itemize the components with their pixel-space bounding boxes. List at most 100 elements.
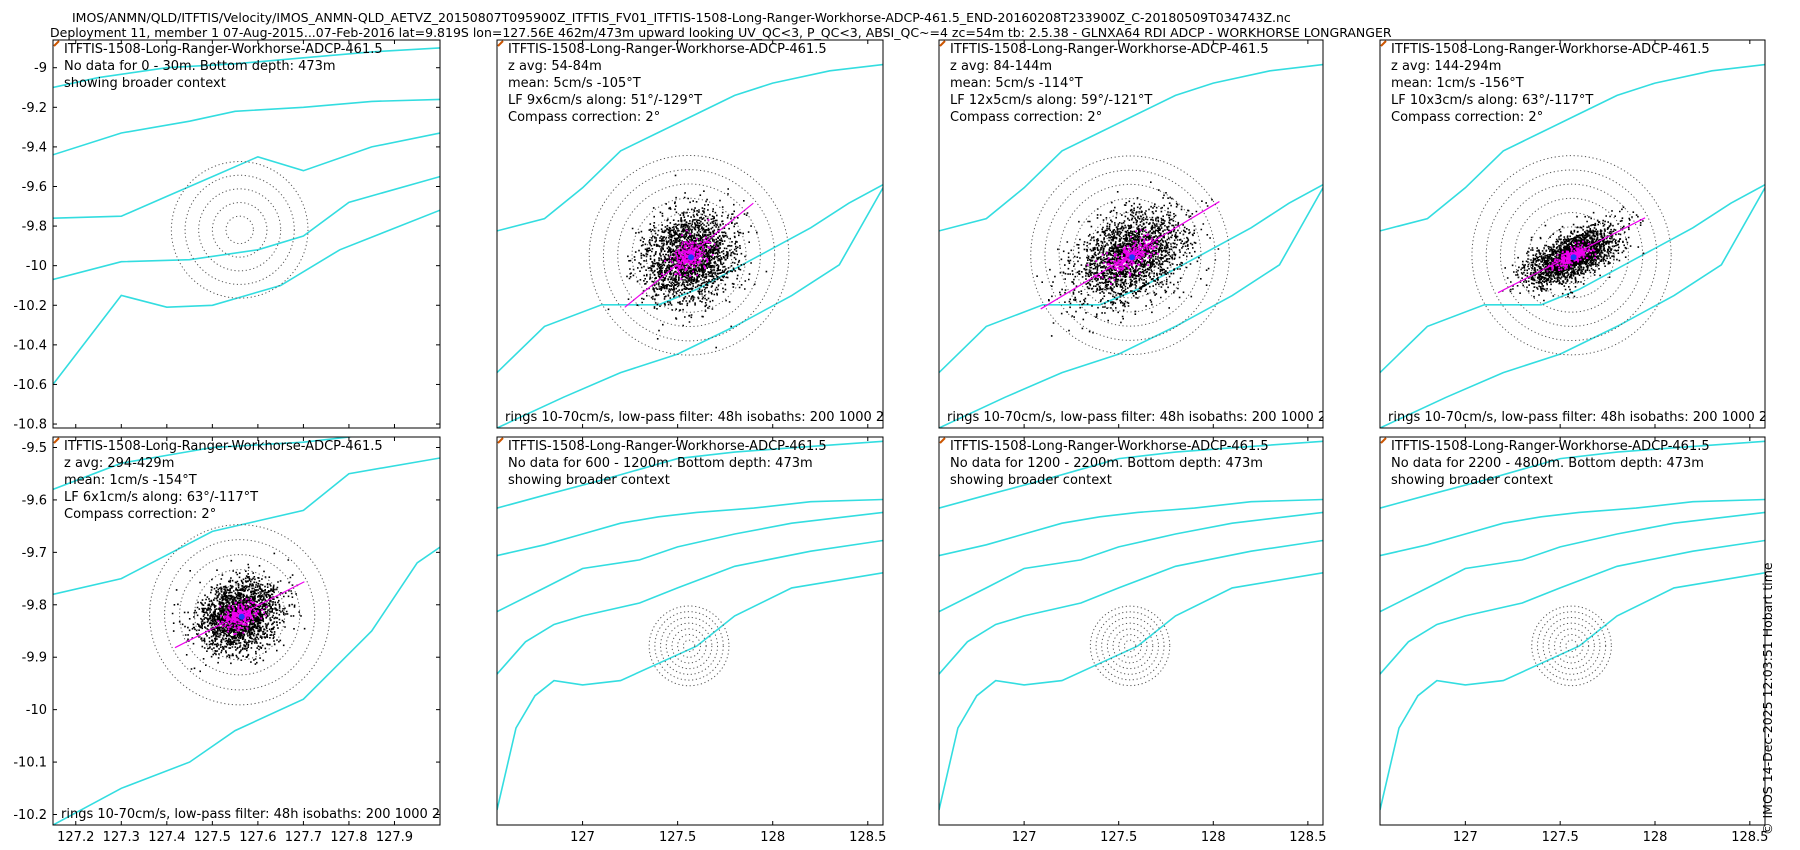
velocity-scatter: [607, 174, 768, 349]
panel-info-line: z avg: 84-144m: [950, 59, 1052, 74]
x-tick-label: 127.8: [330, 830, 367, 845]
panel-info-line: LF 6x1cm/s along: 63°/-117°T: [64, 490, 258, 505]
panel-frame: [1379, 39, 1766, 429]
isobath-line: [497, 511, 883, 613]
panel-info-line: Compass correction: 2°: [950, 110, 1102, 125]
y-tick-label: -10.6: [13, 378, 47, 393]
velocity-scatter: [1036, 181, 1220, 337]
x-tick-label: 127.4: [148, 830, 185, 845]
speed-ring: [211, 202, 268, 258]
speed-ring: [1101, 616, 1159, 675]
isobath-line: [1380, 63, 1765, 232]
speed-ring: [1112, 628, 1148, 664]
isobath-line: [1380, 187, 1765, 428]
isobath-line: [53, 457, 440, 596]
x-tick-label: 127.6: [239, 830, 276, 845]
panel-frame: [52, 39, 441, 429]
mean-marker: [688, 254, 695, 261]
speed-ring: [1115, 240, 1145, 270]
y-tick-label: -9.7: [22, 546, 47, 561]
x-tick-label: 127.5: [659, 830, 696, 845]
y-tick-label: -9.5: [22, 441, 47, 456]
isobath-line: [497, 63, 883, 232]
speed-ring: [602, 169, 776, 342]
panel-footer: rings 10-70cm/s, low-pass filter: 48h is…: [505, 410, 946, 425]
corner-marker: [939, 40, 946, 47]
x-tick-label: 127.5: [1542, 830, 1579, 845]
x-tick-label: 128.5: [1731, 830, 1768, 845]
speed-ring: [225, 215, 254, 245]
isobath-line: [497, 187, 883, 428]
speed-ring: [1106, 622, 1154, 670]
y-tick-label: -10: [26, 259, 47, 274]
panel-info-line: Compass correction: 2°: [508, 110, 660, 125]
header-deployment-info: Deployment 11, member 1 07-Aug-2015...07…: [50, 25, 1392, 40]
isobath-line: [1380, 498, 1765, 557]
speed-ring: [1536, 611, 1607, 681]
panel-title: ITFTIS-1508-Long-Ranger-Workhorse-ADCP-4…: [1391, 439, 1710, 454]
panel-plot-area: [1380, 440, 1765, 811]
isobath-line: [939, 183, 1323, 374]
speed-ring: [674, 240, 704, 271]
isobath-line: [53, 98, 440, 156]
speed-ring: [671, 628, 707, 664]
speed-ring: [631, 197, 747, 313]
panel-info-line: z avg: 144-294m: [1391, 59, 1501, 74]
speed-ring: [617, 183, 761, 328]
isobath-line: [497, 183, 883, 374]
isobath-line: [1380, 572, 1765, 811]
y-tick-label: -9: [34, 61, 47, 76]
footer-timestamp: © IMOS 14-Dec-2025 12:03:51 Hobart time: [1760, 562, 1775, 835]
y-tick-label: -10.4: [13, 338, 47, 353]
panel-title: ITFTIS-1508-Long-Ranger-Workhorse-ADCP-4…: [64, 42, 383, 57]
x-tick-label: 128: [760, 830, 785, 845]
speed-ring: [1123, 639, 1137, 653]
panel-8: 127 127.5 128 128.5 ITFTIS-1508-Long-Ranger-…: [1379, 436, 1768, 845]
panel-6: 127 127.5 128 128.5 ITFTIS-1508-Long-Ranger-…: [496, 436, 886, 845]
panel-info-line: No data for 600 - 1200m. Bottom depth: 4…: [508, 456, 813, 471]
panel-info-line: mean: 1cm/s -154°T: [64, 473, 197, 488]
corner-marker: [53, 437, 60, 444]
panel-plot-area: rings 10-70cm/s, low-pass filter: 48h is…: [1380, 63, 1765, 428]
x-tick-label: 128: [1643, 830, 1668, 845]
speed-ring: [1101, 226, 1159, 285]
speed-ring: [1556, 240, 1587, 270]
speed-ring: [1499, 183, 1644, 327]
x-tick-label: 127: [1453, 830, 1478, 845]
speed-ring: [164, 539, 316, 691]
panel-4: rings 10-70cm/s, low-pass filter: 48h is…: [1379, 39, 1766, 429]
speed-ring: [660, 616, 719, 675]
y-tick-label: -10.8: [13, 418, 47, 433]
x-tick-label: 128: [1201, 830, 1226, 845]
panel-plot-area: rings 10-70cm/s, low-pass filter: 48h is…: [939, 63, 1323, 428]
speed-ring: [1044, 169, 1216, 341]
speed-ring: [198, 188, 282, 272]
panel-1: -9 -9.2 -9.4 -9.6 -9.8 -10 -10.2 -10.4 -10.6 -10.…: [13, 39, 441, 433]
panel-3: rings 10-70cm/s, low-pass filter: 48h is…: [938, 39, 1324, 429]
speed-ring: [1542, 226, 1601, 285]
speed-ring: [1548, 622, 1595, 670]
speed-ring: [1531, 605, 1612, 687]
y-tick-label: -10.2: [13, 808, 47, 823]
y-tick-label: -10: [26, 703, 47, 718]
isobath-line: [53, 209, 440, 385]
x-tick-label: 127.2: [57, 830, 94, 845]
isobath-line: [53, 546, 440, 825]
mean-marker: [238, 613, 245, 620]
corner-marker: [1380, 437, 1387, 444]
speed-ring: [660, 226, 719, 285]
x-tick-label: 127.7: [285, 830, 322, 845]
panel-plot-area: [53, 47, 440, 385]
y-tick-label: -9.8: [22, 220, 47, 235]
speed-ring: [209, 584, 271, 646]
y-tick-label: -10.1: [13, 756, 47, 771]
speed-ring: [1089, 605, 1171, 687]
speed-ring: [224, 599, 256, 631]
panel-info-line: mean: 5cm/s -114°T: [950, 76, 1083, 91]
y-tick-label: -10.2: [13, 299, 47, 314]
panel-info-line: LF 12x5cm/s along: 59°/-121°T: [950, 93, 1152, 108]
isobath-line: [497, 572, 883, 811]
speed-ring: [648, 605, 730, 687]
